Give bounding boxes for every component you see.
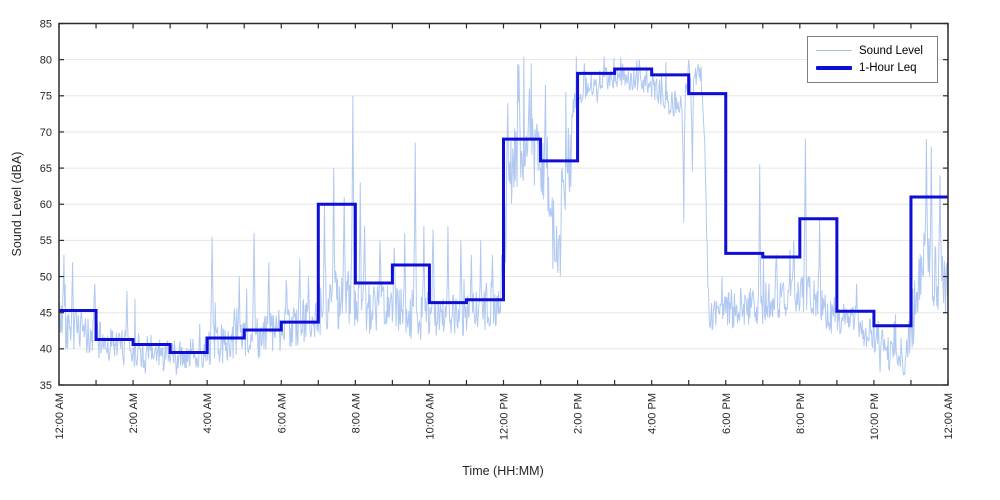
y-tick-label: 35 xyxy=(40,380,52,392)
y-tick-label: 55 xyxy=(40,235,52,247)
x-tick-label: 10:00 AM xyxy=(424,393,436,439)
x-tick-label: 6:00 AM xyxy=(276,393,288,433)
x-tick-label: 6:00 PM xyxy=(721,393,733,434)
x-tick-label: 4:00 AM xyxy=(202,393,214,433)
leq-step-line xyxy=(59,67,948,354)
x-tick-labels: 12:00 AM 2:00 AM 4:00 AM 6:00 AM 8:00 AM 10:0… xyxy=(54,393,955,440)
x-tick-label: 12:00 PM xyxy=(499,393,511,440)
legend-label-sound-level: Sound Level xyxy=(859,44,923,57)
axis-ticks xyxy=(58,22,949,386)
legend-label-leq: 1-Hour Leq xyxy=(859,62,917,75)
x-tick-label: 2:00 AM xyxy=(128,393,140,433)
y-tick-label: 80 xyxy=(40,54,52,66)
x-tick-label: 12:00 AM xyxy=(943,393,955,439)
y-tick-label: 40 xyxy=(40,344,52,356)
y-tick-label: 65 xyxy=(40,163,52,175)
x-tick-label: 8:00 PM xyxy=(795,393,807,434)
y-tick-label: 70 xyxy=(40,127,52,139)
x-tick-label: 2:00 PM xyxy=(573,393,585,434)
y-tick-label: 85 xyxy=(40,18,52,30)
x-axis-title: Time (HH:MM) xyxy=(462,464,544,478)
y-tick-label: 75 xyxy=(40,91,52,103)
sound-level-line-swatch xyxy=(816,49,852,52)
legend-item-leq: 1-Hour Leq xyxy=(816,62,929,74)
x-tick-label: 4:00 PM xyxy=(647,393,659,434)
x-tick-label: 8:00 AM xyxy=(350,393,362,433)
y-tick-label: 50 xyxy=(40,271,52,283)
y-tick-label: 60 xyxy=(40,199,52,211)
y-axis-title: Sound Level (dBA) xyxy=(10,151,24,257)
legend-item-sound-level: Sound Level xyxy=(816,45,929,57)
x-tick-label: 12:00 AM xyxy=(54,393,66,439)
y-tick-labels: 35 40 45 50 55 60 65 70 75 80 85 xyxy=(40,18,52,392)
y-tick-label: 45 xyxy=(40,308,52,320)
x-tick-label: 10:00 PM xyxy=(869,393,881,440)
legend: Sound Level 1-Hour Leq xyxy=(807,36,938,83)
leq-line-swatch xyxy=(816,66,852,71)
